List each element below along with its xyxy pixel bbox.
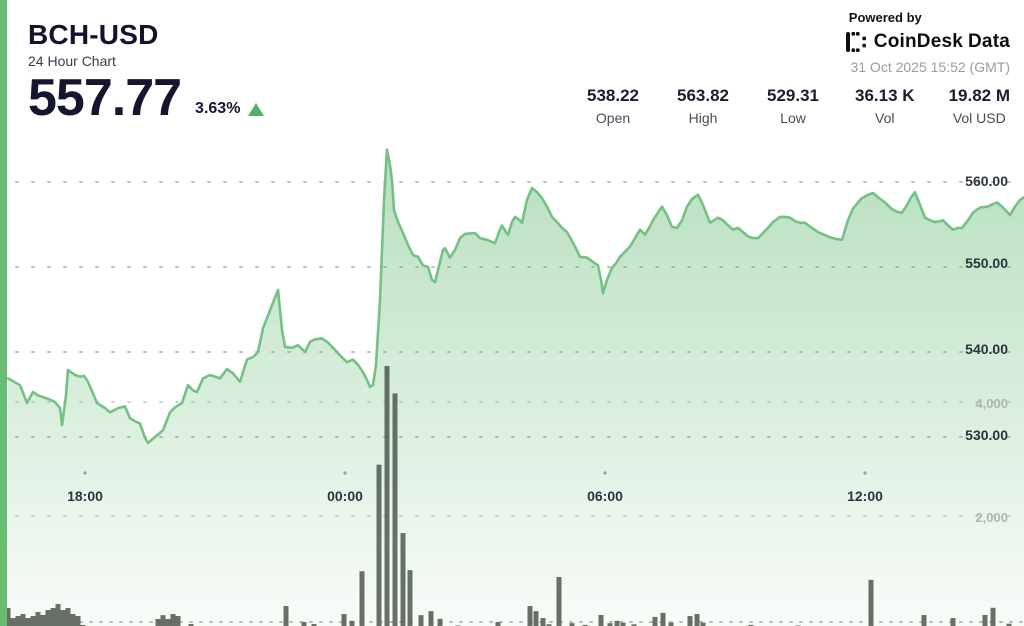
stat-vol-usd-label: Vol USD [952, 110, 1006, 126]
brand-word-1: CoinDesk [873, 31, 964, 52]
y-tick-vol-2000: 2,000 [975, 510, 1008, 525]
y-tick-vol-4000: 4,000 [975, 396, 1008, 411]
stat-vol-usd: 19.82 M Vol USD [949, 86, 1010, 126]
stat-open-value: 538.22 [587, 86, 640, 105]
stat-low-label: Low [780, 110, 806, 126]
stat-vol-label: Vol [875, 110, 895, 126]
y-tick-560: 560.00 [965, 173, 1008, 189]
up-triangle-icon [248, 102, 265, 116]
coindesk-logo-icon [845, 32, 866, 52]
x-tick-0000: 00:00 [327, 488, 363, 504]
y-tick-550: 550.00 [965, 255, 1008, 271]
stat-high: 563.82 High [675, 86, 731, 126]
stat-low: 529.31 Low [765, 86, 821, 126]
timestamp: 31 Oct 2025 15:52 (GMT) [850, 59, 1010, 75]
x-tick-0600: 06:00 [587, 488, 623, 504]
stat-high-label: High [688, 110, 718, 126]
y-tick-540: 540.00 [965, 341, 1008, 357]
x-tick-1800: 18:00 [67, 488, 103, 504]
stat-high-value: 563.82 [677, 86, 730, 105]
brand-word-2: Data [968, 31, 1010, 52]
stats-row: 538.22 Open 563.82 High 529.31 Low 36.13… [585, 86, 1010, 126]
powered-by-label: Powered by [848, 10, 922, 25]
coindesk-data-logo[interactable]: CoinDesk Data [845, 31, 1010, 53]
stat-open-label: Open [595, 110, 631, 126]
page-title: BCH-USD [28, 19, 159, 50]
brand-name: CoinDesk Data [874, 31, 1010, 53]
y-tick-530: 530.00 [965, 427, 1008, 443]
stat-vol-usd-value: 19.82 M [948, 86, 1010, 105]
change-percent: 3.63% [195, 100, 241, 117]
stat-vol-value: 36.13 K [855, 86, 915, 105]
stat-open: 538.22 Open [585, 86, 641, 126]
current-price: 557.77 [28, 69, 182, 127]
chart-subtitle: 24 Hour Chart [28, 52, 116, 69]
stat-vol: 36.13 K Vol [855, 86, 915, 126]
stat-low-value: 529.31 [767, 86, 820, 105]
accent-strip [0, 0, 7, 626]
x-tick-1200: 12:00 [847, 488, 883, 504]
